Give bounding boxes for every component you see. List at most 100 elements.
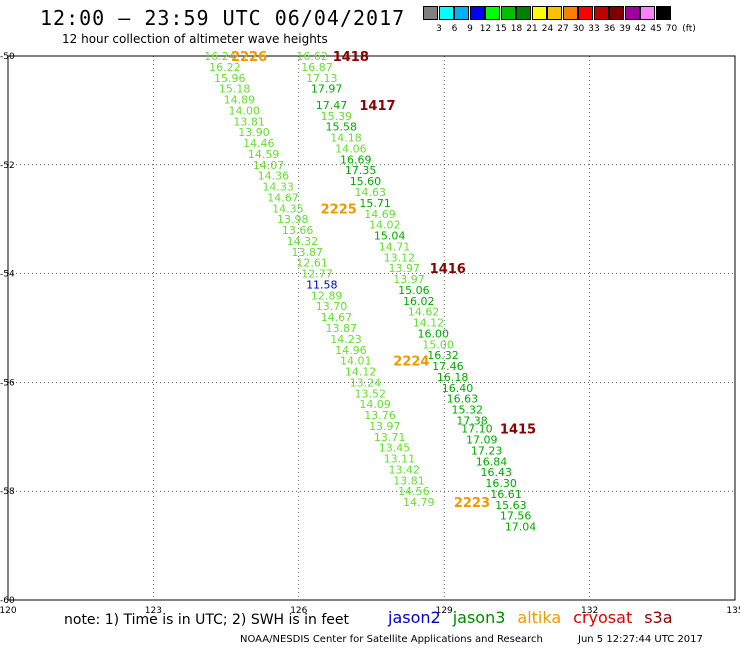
wave-height-value: 16.84 — [476, 455, 508, 468]
wave-height-value: 14.32 — [287, 235, 319, 248]
wave-height-value: 13.52 — [355, 387, 387, 400]
lat-tick-label: -54 — [0, 270, 15, 280]
colorbar-label: 30 — [572, 24, 585, 34]
timestamp-text: Jun 5 12:27:44 UTC 2017 — [578, 634, 703, 645]
wave-height-value: 13.12 — [384, 251, 416, 264]
lon-tick-label: 135 — [726, 606, 740, 616]
wave-height-value: 14.35 — [272, 202, 304, 215]
wave-height-value: 17.09 — [466, 434, 498, 447]
wave-height-value: 14.56 — [398, 485, 430, 498]
wave-height-value: 17.97 — [311, 83, 343, 96]
wave-height-value: 15.00 — [422, 338, 454, 351]
colorbar-label: 12 — [479, 24, 492, 34]
wave-height-value: 14.12 — [345, 366, 377, 379]
colorbar-label: 27 — [557, 24, 569, 34]
lon-tick-label: 126 — [290, 606, 307, 616]
wave-height-value: 14.00 — [229, 104, 260, 117]
wave-height-value: 13.70 — [316, 300, 348, 313]
colorbar-swatch — [516, 6, 531, 20]
colorbar-swatch — [500, 6, 516, 20]
wave-height-value: 13.97 — [369, 420, 401, 433]
wave-height-value: 14.67 — [321, 311, 353, 324]
wave-height-value: 11.58 — [306, 278, 338, 291]
wave-height-value: 13.24 — [350, 376, 382, 389]
pass-time-label: 2226 — [231, 50, 267, 65]
wave-height-value: 16.24 — [204, 50, 236, 63]
wave-height-value: 12.77 — [301, 268, 333, 281]
colorbar-swatch — [640, 6, 655, 20]
colorbar-label: 36 — [603, 24, 616, 34]
footer-note: note: 1) Time is in UTC; 2) SWH is in fe… — [64, 612, 350, 628]
wave-height-value: 14.89 — [224, 94, 256, 107]
wave-height-value: 14.46 — [243, 137, 275, 150]
wave-height-value: 17.35 — [345, 164, 377, 177]
satellite-legend: jason2 jason3 altika cryosat s3a — [388, 608, 685, 627]
colorbar-label: 70 — [665, 24, 678, 34]
wave-height-value: 15.04 — [374, 230, 406, 243]
wave-height-value: 14.36 — [258, 170, 290, 183]
wave-height-value: 16.61 — [490, 488, 522, 501]
wave-height-value: 15.39 — [321, 110, 353, 123]
wave-height-value: 16.00 — [418, 327, 450, 340]
pass-time-label: 2224 — [393, 355, 429, 370]
pass-time-label: 1417 — [359, 99, 395, 114]
colorbar-swatch — [578, 6, 593, 20]
pass-time-label: 2223 — [454, 496, 490, 511]
wave-height-value: 13.42 — [388, 463, 420, 476]
wave-height-value: 14.12 — [413, 317, 445, 330]
satellite-altika: altika — [517, 608, 562, 627]
wave-height-value: 15.60 — [350, 175, 382, 188]
wave-height-value: 13.98 — [277, 213, 309, 226]
wave-height-value: 13.45 — [379, 442, 411, 455]
colorbar-label: 39 — [619, 24, 631, 34]
wave-height-value: 16.69 — [340, 153, 372, 166]
colorbar-swatch — [655, 6, 671, 20]
colorbar-label: 9 — [467, 24, 473, 34]
page-subtitle: 12 hour collection of altimeter wave hei… — [62, 32, 328, 46]
colorbar-label: 6 — [451, 24, 458, 34]
lon-tick-label: 123 — [145, 606, 162, 616]
wave-height-value: 14.96 — [335, 344, 367, 357]
wave-height-value: 12.61 — [296, 257, 328, 270]
wave-height-value: 16.40 — [442, 382, 474, 395]
lat-tick-label: -58 — [0, 487, 15, 497]
colorbar-swatch — [624, 6, 640, 20]
pass-time-label: 2225 — [321, 202, 357, 217]
pass-time-label: 1415 — [500, 423, 536, 438]
wave-height-value: 14.01 — [340, 355, 372, 368]
wave-height-value: 14.63 — [355, 186, 387, 199]
wave-height-value: 13.87 — [325, 322, 357, 335]
page-title: 12:00 – 23:59 UTC 06/04/2017 — [40, 6, 406, 30]
lon-tick-label: 120 — [0, 606, 17, 616]
colorbar-swatch — [423, 6, 438, 20]
wave-height-value: 15.96 — [214, 72, 246, 85]
lat-tick-label: -50 — [0, 52, 15, 62]
colorbar-swatch — [593, 6, 609, 20]
wave-height-value: 14.02 — [369, 219, 401, 232]
wave-height-value: 16.22 — [209, 61, 241, 74]
lon-tick-label: 129 — [436, 606, 453, 616]
wave-height-value: 14.67 — [267, 191, 299, 204]
wave-height-value: 14.71 — [379, 240, 411, 253]
wave-height-value: 17.47 — [316, 99, 348, 112]
lon-tick-label: 132 — [581, 606, 598, 616]
colorbar-label: 15 — [495, 24, 507, 34]
wave-height-value: 13.71 — [374, 431, 406, 444]
wave-height-value: 13.97 — [393, 273, 425, 286]
lat-tick-label: -56 — [0, 378, 15, 388]
wave-height-value: 15.18 — [219, 83, 251, 96]
wave-height-value: 13.81 — [233, 115, 265, 128]
colorbar-swatch — [454, 6, 469, 20]
colorbar-swatch — [531, 6, 547, 20]
wave-height-value: 14.62 — [408, 306, 440, 319]
wave-height-value: 15.63 — [495, 499, 526, 512]
wave-height-value: 14.06 — [335, 142, 367, 155]
wave-height-value: 17.10 — [461, 423, 493, 436]
satellite-jason2: jason2 — [388, 608, 441, 627]
wave-height-value: 16.18 — [437, 371, 469, 384]
wave-height-value: 17.13 — [306, 72, 338, 85]
wave-height-value: 14.07 — [253, 159, 284, 172]
wave-height-value: 15.58 — [325, 121, 357, 134]
wave-height-value: 13.76 — [364, 409, 396, 422]
